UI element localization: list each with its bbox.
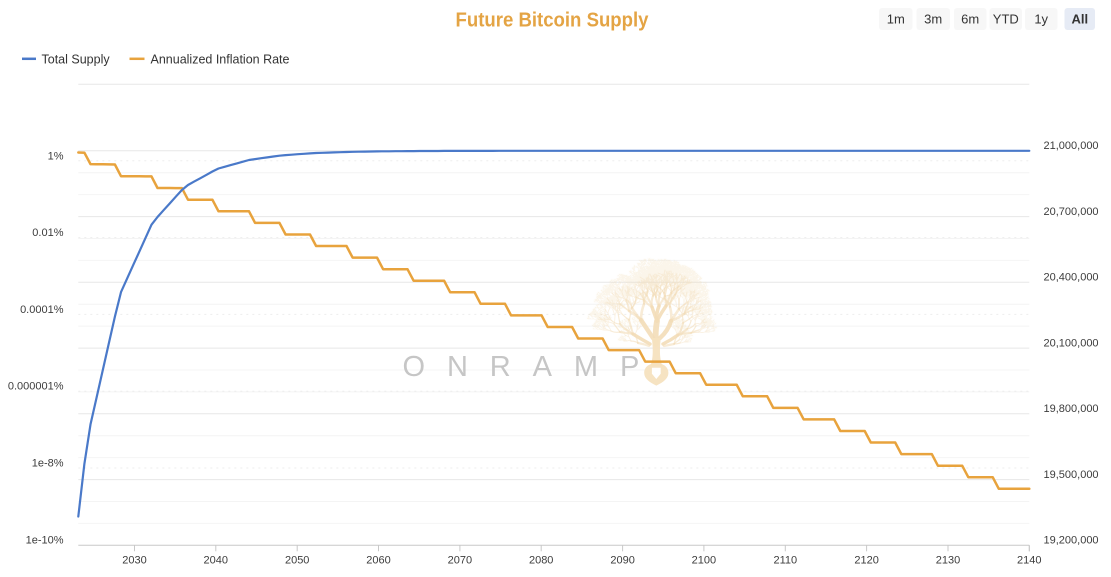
svg-text:1e-8%: 1e-8% — [32, 458, 64, 470]
svg-text:19,800,000: 19,800,000 — [1044, 403, 1099, 415]
svg-text:YTD: YTD — [993, 12, 1019, 27]
svg-text:20,100,000: 20,100,000 — [1044, 337, 1099, 349]
svg-text:19,500,000: 19,500,000 — [1044, 469, 1099, 481]
svg-text:2030: 2030 — [122, 555, 146, 567]
svg-text:19,200,000: 19,200,000 — [1044, 535, 1099, 547]
svg-text:2120: 2120 — [854, 555, 878, 567]
svg-text:2140: 2140 — [1017, 555, 1041, 567]
svg-text:Annualized Inflation Rate: Annualized Inflation Rate — [151, 53, 290, 67]
svg-text:2080: 2080 — [529, 555, 553, 567]
svg-text:0.000001%: 0.000001% — [8, 381, 64, 393]
svg-text:20,700,000: 20,700,000 — [1044, 206, 1099, 218]
svg-text:2040: 2040 — [204, 555, 228, 567]
svg-text:2130: 2130 — [936, 555, 960, 567]
svg-text:2070: 2070 — [448, 555, 472, 567]
svg-text:ONRAMP: ONRAMP — [403, 351, 662, 383]
svg-text:Total Supply: Total Supply — [42, 53, 111, 67]
svg-text:2050: 2050 — [285, 555, 309, 567]
svg-text:1y: 1y — [1034, 12, 1048, 27]
svg-text:3m: 3m — [924, 12, 942, 27]
svg-text:21,000,000: 21,000,000 — [1044, 140, 1099, 152]
svg-text:1%: 1% — [48, 150, 64, 162]
svg-text:0.0001%: 0.0001% — [20, 304, 64, 316]
svg-text:6m: 6m — [961, 12, 979, 27]
svg-text:2060: 2060 — [366, 555, 390, 567]
svg-text:1e-10%: 1e-10% — [26, 534, 64, 546]
svg-text:1m: 1m — [887, 12, 905, 27]
svg-text:All: All — [1071, 12, 1088, 27]
svg-text:2110: 2110 — [773, 555, 797, 567]
svg-text:Future Bitcoin Supply: Future Bitcoin Supply — [456, 10, 650, 32]
svg-text:20,400,000: 20,400,000 — [1044, 272, 1099, 284]
svg-text:0.01%: 0.01% — [32, 227, 63, 239]
svg-text:2090: 2090 — [610, 555, 634, 567]
svg-text:2100: 2100 — [692, 555, 716, 567]
